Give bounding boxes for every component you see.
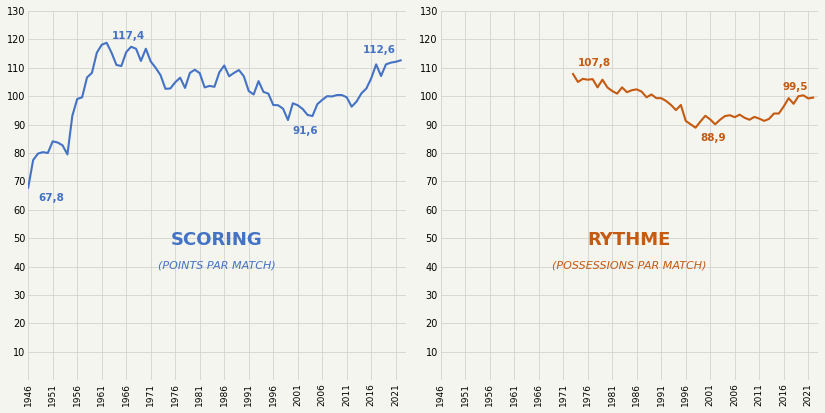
Text: 117,4: 117,4 — [111, 31, 144, 41]
Text: (POINTS PAR MATCH): (POINTS PAR MATCH) — [158, 261, 276, 271]
Text: 107,8: 107,8 — [578, 58, 611, 68]
Text: 88,9: 88,9 — [700, 133, 726, 143]
Text: 112,6: 112,6 — [363, 45, 396, 55]
Text: 99,5: 99,5 — [783, 82, 808, 92]
Text: SCORING: SCORING — [171, 231, 263, 249]
Text: RYTHME: RYTHME — [587, 231, 671, 249]
Text: 91,6: 91,6 — [293, 126, 318, 136]
Text: (POSSESSIONS PAR MATCH): (POSSESSIONS PAR MATCH) — [552, 261, 707, 271]
Text: 67,8: 67,8 — [38, 193, 64, 203]
